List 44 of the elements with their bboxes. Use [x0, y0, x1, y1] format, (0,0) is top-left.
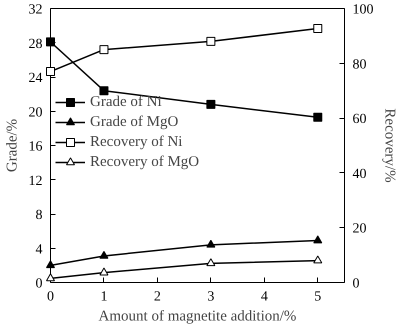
point	[46, 37, 55, 46]
y-tick-label: 28	[28, 36, 42, 52]
point	[99, 268, 108, 276]
point	[206, 100, 216, 109]
point	[206, 36, 216, 46]
y2-tick-label: 0	[352, 276, 360, 292]
y-tick-label: 4	[36, 242, 42, 258]
x-tick-label: 4	[260, 290, 268, 304]
point	[46, 273, 55, 282]
y2-tick-label: 20	[352, 222, 366, 237]
y2-tick-label: 100	[352, 2, 374, 18]
x-tick-label: 0	[47, 290, 54, 304]
point	[99, 86, 108, 96]
x-tick-label: 3	[207, 290, 214, 304]
point	[313, 255, 322, 264]
y2-axis-title: Recovery/%	[382, 108, 398, 183]
x-axis-title: Amount of magnetite addition/%	[98, 308, 296, 324]
x-tick-label: 2	[154, 290, 161, 304]
x-tick-label: 5	[314, 290, 322, 304]
point	[99, 250, 108, 259]
y-tick-label: 32	[28, 2, 42, 18]
y-tick-label: 8	[36, 208, 42, 223]
legend-label: Recovery of Ni	[90, 134, 182, 150]
point	[313, 112, 322, 122]
y2-tick-label: 80	[352, 57, 366, 72]
y-tick-label: 12	[28, 174, 42, 189]
y-tick-label: 20	[28, 105, 42, 120]
point	[46, 67, 55, 76]
point	[313, 24, 322, 33]
y-tick-label: 16	[28, 140, 42, 154]
x-tick-label: 1	[100, 290, 108, 304]
point	[206, 258, 216, 266]
point	[206, 240, 216, 248]
y2-tick-label: 60	[352, 112, 366, 128]
y-axis-title: Grade/%	[4, 118, 20, 172]
point	[46, 260, 55, 268]
legend-label: Grade of Ni	[90, 94, 162, 110]
point	[313, 235, 322, 244]
y-tick-label: 24	[28, 71, 42, 86]
y-tick-label: 0	[36, 276, 42, 292]
legend-label: Grade of MgO	[90, 114, 178, 130]
y2-tick-label: 40	[352, 166, 366, 182]
legend-label: Recovery of MgO	[90, 154, 200, 170]
point	[99, 45, 108, 54]
